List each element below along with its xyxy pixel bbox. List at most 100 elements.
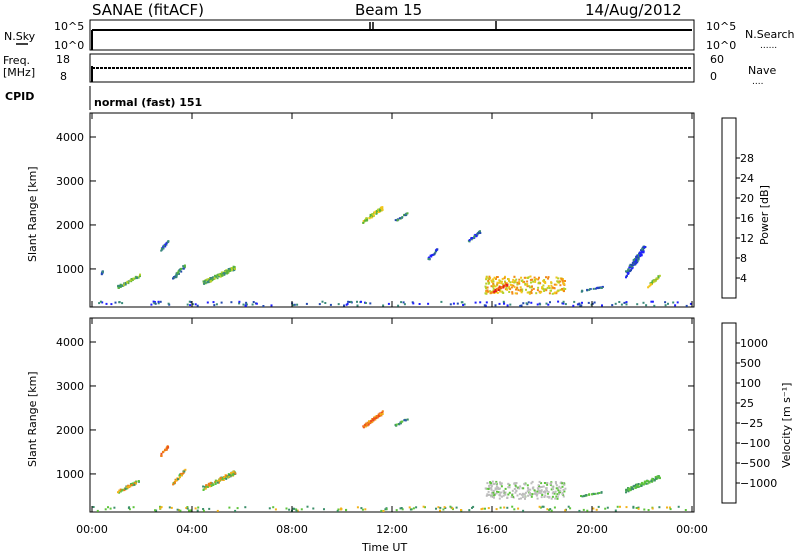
echo-cell (640, 249, 642, 252)
echo-cell (218, 479, 220, 482)
echo-cell (369, 421, 372, 424)
echo-cell (183, 470, 186, 473)
echo-cell (164, 243, 167, 246)
echo-cell (538, 491, 541, 494)
echo-cell (542, 288, 545, 291)
echo-cell (502, 489, 505, 492)
noise-tick-top-left: 10^5 (54, 20, 84, 33)
echo-cell (564, 303, 567, 306)
echo-cell (371, 213, 374, 216)
echo-cell (497, 287, 500, 290)
echo-cell (412, 302, 415, 305)
cpid-value: normal (fast) 151 (94, 96, 202, 109)
echo-cell (544, 490, 546, 493)
echo-cell (295, 509, 298, 512)
echo-cell (513, 482, 516, 485)
echo-cell (525, 302, 528, 305)
echo-cell (371, 421, 374, 423)
echo-cell (498, 494, 501, 497)
echo-patch (427, 248, 439, 261)
echo-cell (130, 278, 133, 280)
echo-cell (533, 279, 536, 281)
echo-cell (135, 482, 137, 485)
echo-cell (463, 303, 466, 306)
echo-cell (544, 494, 547, 497)
echo-cell (124, 283, 127, 286)
echo-cell (519, 288, 522, 291)
echo-cell (543, 288, 546, 291)
echo-cell (395, 423, 398, 426)
echo-cell (586, 288, 589, 291)
echo-cell (581, 301, 583, 304)
echo-cell (167, 302, 170, 305)
echo-cell (536, 289, 539, 292)
echo-cell (561, 279, 564, 282)
echo-cell (381, 206, 384, 209)
echo-cell (657, 276, 660, 279)
echo-cell (557, 493, 560, 496)
echo-cell (599, 286, 602, 289)
echo-cell (485, 291, 488, 294)
y-tick-label: 3000 (56, 175, 84, 188)
echo-cell (653, 479, 656, 482)
echo-cell (518, 487, 521, 490)
echo-cell (496, 490, 498, 493)
echo-cell (365, 217, 368, 220)
echo-cell (585, 494, 588, 497)
echo-cell (625, 275, 628, 278)
echo-cell (540, 482, 543, 485)
beam-title: Beam 15 (355, 1, 422, 19)
echo-cell (634, 486, 637, 489)
echo-cell (601, 304, 603, 307)
freq-label: Freq. (3, 54, 30, 67)
echo-cell (233, 266, 236, 269)
echo-patch (98, 300, 692, 307)
x-tick-label: 00:00 (676, 523, 708, 536)
echo-cell (363, 424, 366, 427)
echo-cell (176, 508, 179, 511)
echo-cell (306, 505, 309, 508)
echo-cell (99, 300, 102, 303)
echo-cell (203, 280, 206, 283)
freq-tick-top: 18 (56, 53, 70, 66)
nave-tick-top: 60 (710, 53, 724, 66)
echo-cell (515, 482, 518, 484)
echo-cell (381, 410, 384, 413)
echo-cell (676, 301, 679, 304)
echo-cell (559, 490, 562, 492)
echo-cell (462, 304, 465, 306)
echo-cell (554, 291, 557, 294)
echo-cell (580, 495, 582, 497)
echo-cell (214, 479, 217, 482)
echo-cell (533, 489, 536, 492)
freq-unit: [MHz] (3, 66, 35, 79)
noise-panel: N.Sky 10^5 10^0 10^5 10^0 N.Search .....… (4, 19, 795, 52)
echo-cell (182, 472, 185, 474)
echo-cell (520, 497, 522, 500)
echo-cell (562, 281, 565, 284)
echo-cell (118, 285, 121, 287)
echo-cell (477, 230, 480, 233)
echo-cell (547, 285, 550, 288)
echo-cell (534, 280, 537, 283)
echo-cell (336, 509, 339, 512)
echo-cell (127, 282, 130, 285)
echo-cell (631, 486, 634, 489)
echo-cell (542, 505, 545, 508)
echo-cell (528, 493, 531, 496)
echo-cell (165, 242, 168, 245)
echo-cell (184, 468, 187, 471)
echo-cell (637, 255, 640, 258)
echo-cell (567, 505, 570, 508)
echo-cell (551, 495, 554, 498)
echo-cell (196, 509, 199, 512)
echo-cell (628, 489, 631, 492)
echo-cell (654, 477, 657, 480)
echo-cell (131, 279, 134, 281)
echo-patch (625, 475, 661, 494)
echo-cell (137, 480, 140, 482)
echo-cell (625, 270, 627, 273)
echo-cell (176, 271, 179, 274)
echo-cell (557, 289, 560, 292)
echo-cell (490, 285, 493, 288)
